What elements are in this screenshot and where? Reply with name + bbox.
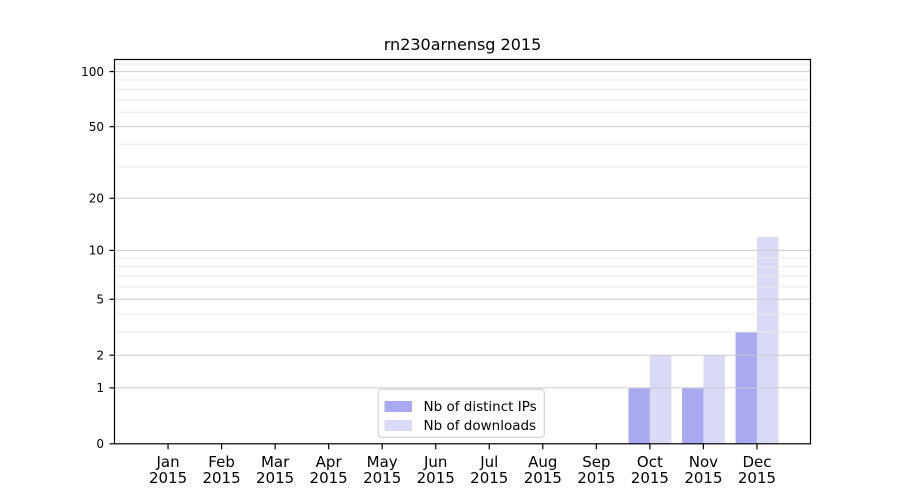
grid-major-layer bbox=[114, 71, 811, 389]
x-tick-label-year: 2015 bbox=[202, 469, 240, 487]
x-tick-label-year: 2015 bbox=[417, 469, 455, 487]
x-tick-label-year: 2015 bbox=[631, 469, 669, 487]
bar-downloads bbox=[703, 355, 725, 444]
y-tick-label: 0 bbox=[96, 437, 104, 451]
x-tick-label-month: Feb bbox=[208, 453, 235, 471]
legend-box bbox=[377, 388, 545, 438]
x-tick-label-month: May bbox=[367, 453, 398, 471]
x-tick-label-year: 2015 bbox=[256, 469, 294, 487]
y-tick-label: 2 bbox=[96, 348, 104, 362]
bar-distinct-ips bbox=[682, 387, 704, 444]
x-tick-label-year: 2015 bbox=[363, 469, 401, 487]
x-tick-label-month: Oct bbox=[637, 453, 663, 471]
legend: Nb of distinct IPs Nb of downloads bbox=[377, 388, 545, 438]
x-tick-label-month: Dec bbox=[742, 453, 771, 471]
plot-border bbox=[113, 58, 812, 445]
x-tick-label-year: 2015 bbox=[524, 469, 562, 487]
y-tick-label: 10 bbox=[89, 244, 104, 258]
x-tick-label-month: Jan bbox=[155, 453, 179, 471]
chart-title: rn230arnensg 2015 bbox=[384, 35, 542, 54]
legend-label-distinct-ips: Nb of distinct IPs bbox=[424, 399, 537, 415]
x-tick-label-year: 2015 bbox=[738, 469, 776, 487]
legend-label-downloads: Nb of downloads bbox=[424, 418, 537, 434]
x-tick-label-year: 2015 bbox=[577, 469, 615, 487]
x-tick-label-month: Nov bbox=[689, 453, 718, 471]
legend-swatch-distinct-ips bbox=[384, 401, 412, 412]
y-tick-label: 1 bbox=[96, 381, 104, 395]
x-tick-label-month: Mar bbox=[261, 453, 290, 471]
y-tick-label: 5 bbox=[96, 292, 104, 306]
x-tick-label-month: Jul bbox=[479, 453, 498, 471]
legend-swatch-downloads bbox=[384, 420, 412, 431]
axes-spines bbox=[113, 58, 812, 445]
x-tick-label-year: 2015 bbox=[310, 469, 348, 487]
bar-distinct-ips bbox=[628, 387, 650, 444]
y-tick-label: 50 bbox=[89, 120, 104, 134]
bar-downloads bbox=[649, 355, 672, 444]
x-tick-label-month: Sep bbox=[582, 453, 610, 471]
y-tick-label: 20 bbox=[89, 191, 104, 205]
x-tick-label-month: Jun bbox=[423, 453, 447, 471]
x-tick-label-year: 2015 bbox=[470, 469, 508, 487]
tick-labels-layer: 0125102050100Jan2015Feb2015Mar2015Apr201… bbox=[81, 65, 776, 487]
x-tick-label-month: Apr bbox=[316, 453, 343, 471]
x-tick-label-year: 2015 bbox=[684, 469, 722, 487]
x-tick-label-month: Aug bbox=[528, 453, 557, 471]
bar-downloads bbox=[756, 236, 779, 444]
y-tick-label: 100 bbox=[81, 65, 104, 79]
bars-layer bbox=[628, 236, 779, 444]
ticks-layer bbox=[109, 70, 758, 450]
x-tick-label-year: 2015 bbox=[149, 469, 187, 487]
grid-minor-layer bbox=[114, 63, 811, 333]
